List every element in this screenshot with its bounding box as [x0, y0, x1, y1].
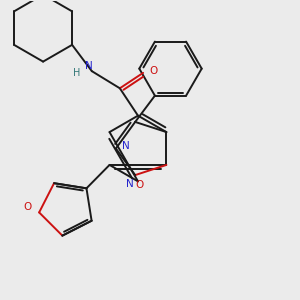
- Text: O: O: [136, 180, 144, 190]
- Text: N: N: [85, 61, 93, 71]
- Text: O: O: [149, 66, 158, 76]
- Text: N: N: [122, 141, 130, 151]
- Text: O: O: [24, 202, 32, 212]
- Text: H: H: [73, 68, 80, 78]
- Text: N: N: [126, 179, 134, 189]
